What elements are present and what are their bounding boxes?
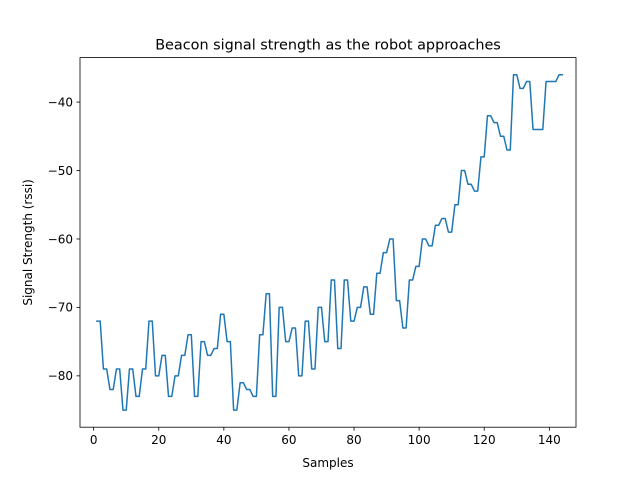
y-tick-label: −80	[48, 369, 73, 383]
x-tick-label: 0	[90, 433, 98, 447]
y-tick-label: −70	[48, 301, 73, 315]
x-tick-label: 100	[408, 433, 431, 447]
y-tick-label: −50	[48, 164, 73, 178]
y-tick-label: −60	[48, 232, 73, 246]
y-axis: −80 −70 −60 −50 −40	[48, 95, 80, 383]
y-tick-label: −40	[48, 95, 73, 109]
chart-title: Beacon signal strength as the robot appr…	[155, 38, 501, 54]
x-axis: 0 20 40 60 80 100 120 140	[90, 427, 561, 447]
x-tick-label: 80	[346, 433, 361, 447]
y-axis-label: Signal Strength (rssi)	[21, 179, 35, 306]
x-tick-label: 140	[538, 433, 561, 447]
axes-frame	[79, 57, 577, 428]
x-tick-label: 120	[473, 433, 496, 447]
x-axis-label: Samples	[302, 456, 353, 470]
series-line	[96, 73, 564, 411]
plot-area	[96, 73, 564, 411]
x-tick-label: 20	[151, 433, 166, 447]
x-tick-label: 60	[281, 433, 296, 447]
x-tick-label: 40	[216, 433, 231, 447]
